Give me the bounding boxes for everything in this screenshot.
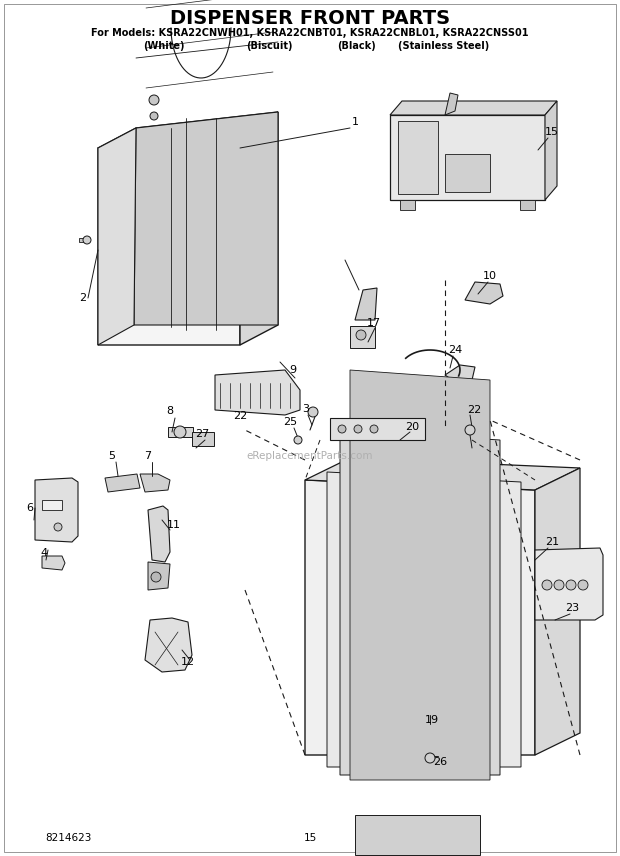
Circle shape [356, 330, 366, 340]
Polygon shape [390, 115, 545, 200]
Polygon shape [400, 200, 415, 210]
Polygon shape [134, 112, 278, 325]
Bar [79, 238, 87, 242]
Circle shape [54, 523, 62, 531]
Polygon shape [465, 282, 503, 304]
Text: (Biscuit): (Biscuit) [246, 41, 293, 51]
Text: For Models: KSRA22CNWH01, KSRA22CNBT01, KSRA22CNBL01, KSRA22CNSS01: For Models: KSRA22CNWH01, KSRA22CNBT01, … [91, 28, 529, 38]
Text: 22: 22 [233, 411, 247, 421]
Text: 15: 15 [303, 833, 317, 843]
Bar [168, 427, 193, 437]
Text: DISPENSER FRONT PARTS: DISPENSER FRONT PARTS [170, 9, 450, 27]
Text: 17: 17 [367, 318, 381, 328]
Circle shape [425, 753, 435, 763]
Text: 19: 19 [425, 715, 439, 725]
Text: 26: 26 [433, 757, 447, 767]
Text: (White): (White) [144, 41, 185, 51]
Text: 8214623: 8214623 [45, 833, 91, 843]
Text: 8: 8 [166, 406, 174, 416]
Polygon shape [148, 562, 170, 590]
Polygon shape [355, 815, 480, 855]
Text: (Stainless Steel): (Stainless Steel) [397, 41, 489, 51]
Polygon shape [390, 101, 557, 115]
Circle shape [150, 112, 158, 120]
Text: 6: 6 [27, 503, 33, 513]
Polygon shape [140, 474, 170, 492]
Polygon shape [145, 618, 192, 672]
Polygon shape [535, 468, 580, 755]
Bar [398, 121, 438, 194]
Circle shape [370, 425, 378, 433]
Text: 25: 25 [283, 417, 297, 427]
Text: 3: 3 [303, 404, 309, 414]
Text: 23: 23 [565, 603, 579, 613]
Polygon shape [148, 506, 170, 562]
Polygon shape [355, 288, 377, 320]
Text: 7: 7 [144, 451, 151, 461]
Polygon shape [42, 556, 65, 570]
Polygon shape [98, 132, 240, 345]
Text: 20: 20 [405, 422, 419, 432]
Text: 24: 24 [448, 345, 462, 355]
Polygon shape [98, 128, 136, 345]
Text: (Black): (Black) [337, 41, 376, 51]
Polygon shape [215, 370, 300, 415]
Circle shape [338, 425, 346, 433]
Text: 9: 9 [290, 365, 296, 375]
Polygon shape [98, 112, 278, 148]
Polygon shape [520, 200, 535, 210]
Bar [445, 154, 490, 192]
Text: 21: 21 [545, 537, 559, 547]
Text: 5: 5 [108, 451, 115, 461]
Polygon shape [240, 112, 278, 345]
Polygon shape [105, 474, 140, 492]
Polygon shape [35, 478, 78, 542]
Circle shape [151, 572, 161, 582]
Polygon shape [305, 480, 535, 755]
Bar [350, 326, 375, 348]
Text: 2: 2 [79, 293, 87, 303]
Text: eReplacementParts.com: eReplacementParts.com [247, 451, 373, 461]
Polygon shape [445, 93, 458, 115]
Text: 22: 22 [467, 405, 481, 415]
Circle shape [554, 580, 564, 590]
Circle shape [308, 407, 318, 417]
Text: 15: 15 [545, 127, 559, 137]
Circle shape [465, 425, 475, 435]
Circle shape [294, 436, 302, 444]
Polygon shape [350, 370, 490, 780]
Polygon shape [340, 430, 500, 775]
Text: 11: 11 [167, 520, 181, 530]
Circle shape [354, 425, 362, 433]
Text: 27: 27 [195, 429, 209, 439]
Polygon shape [327, 472, 521, 767]
Bar [330, 418, 425, 440]
Circle shape [578, 580, 588, 590]
Text: 10: 10 [483, 271, 497, 281]
Circle shape [542, 580, 552, 590]
Polygon shape [305, 458, 580, 490]
Circle shape [83, 236, 91, 244]
Text: 12: 12 [181, 657, 195, 667]
Polygon shape [445, 365, 475, 384]
Polygon shape [535, 548, 603, 620]
Bar [192, 432, 214, 446]
Bar [42, 500, 62, 510]
Text: 4: 4 [40, 548, 48, 558]
Polygon shape [545, 101, 557, 200]
Text: 1: 1 [352, 117, 358, 127]
Circle shape [566, 580, 576, 590]
Circle shape [149, 95, 159, 105]
Circle shape [174, 426, 186, 438]
